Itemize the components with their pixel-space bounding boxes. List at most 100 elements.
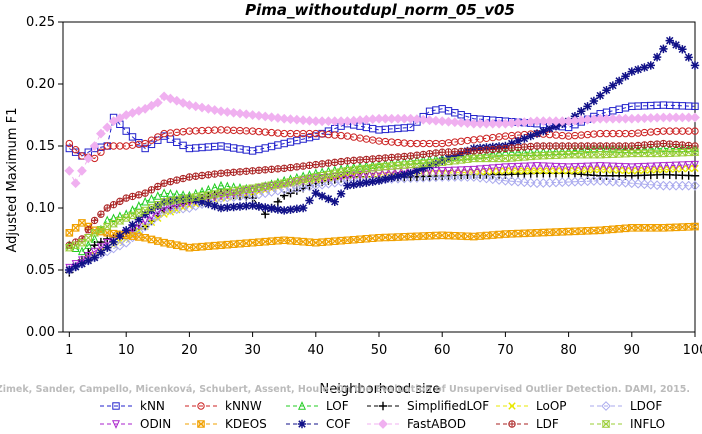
data-point — [267, 142, 276, 151]
x-tick-label: 90 — [624, 343, 641, 358]
data-point — [400, 170, 409, 179]
data-point — [468, 172, 479, 182]
data-point — [601, 176, 612, 187]
data-point — [690, 61, 700, 70]
legend-label: kNNW — [225, 399, 262, 413]
data-point — [166, 135, 175, 143]
data-point — [185, 173, 194, 181]
data-point — [374, 176, 384, 185]
data-point — [513, 136, 523, 146]
legend-item-kdeos: KDEOS — [185, 417, 267, 431]
data-point — [135, 227, 143, 235]
data-point — [501, 144, 510, 153]
data-point — [128, 205, 137, 214]
data-point — [160, 238, 168, 247]
data-point — [198, 171, 206, 180]
y-tick-label: 0.15 — [26, 139, 55, 154]
data-point — [153, 191, 162, 200]
data-point — [646, 61, 655, 70]
data-point — [298, 115, 309, 126]
data-point — [192, 172, 200, 180]
data-point — [83, 234, 93, 242]
legend-label: LDF — [536, 417, 559, 431]
data-point — [589, 96, 599, 106]
data-point — [173, 138, 181, 146]
data-point — [614, 113, 625, 124]
x-tick-label: 1 — [65, 343, 73, 358]
data-point — [152, 97, 163, 108]
data-point — [691, 142, 699, 150]
data-point — [356, 156, 364, 164]
data-point — [140, 210, 150, 219]
data-point — [514, 143, 522, 152]
data-point — [443, 172, 454, 182]
data-point — [615, 142, 623, 150]
data-point — [179, 174, 187, 183]
data-point — [147, 218, 156, 227]
data-point — [324, 194, 333, 204]
data-point — [121, 214, 131, 222]
data-point — [223, 203, 232, 212]
data-point — [533, 167, 541, 175]
data-point — [633, 178, 644, 189]
data-point — [432, 149, 440, 157]
data-point — [570, 145, 579, 155]
data-point — [115, 211, 124, 220]
data-point — [350, 156, 358, 165]
data-point — [223, 190, 232, 200]
legend-item-ldof: LDOF — [590, 399, 662, 413]
data-point — [279, 113, 290, 124]
data-point — [544, 116, 555, 127]
data-point — [128, 192, 137, 201]
data-point — [223, 169, 232, 177]
data-point — [507, 163, 516, 172]
data-point — [633, 65, 643, 74]
data-point — [90, 247, 99, 257]
data-point — [216, 106, 226, 117]
data-point — [671, 40, 681, 50]
series-ldf — [65, 139, 699, 249]
data-point — [602, 162, 611, 171]
data-point — [203, 103, 214, 114]
data-point — [652, 52, 662, 62]
data-point — [684, 161, 693, 170]
data-point — [437, 116, 448, 127]
data-point — [438, 167, 447, 176]
data-point — [204, 171, 213, 179]
data-point — [659, 143, 668, 153]
data-point — [141, 139, 149, 148]
data-point — [405, 113, 416, 124]
data-point — [147, 205, 156, 215]
data-point — [343, 172, 352, 181]
legend-item-simplifiedlof: SimplifiedLOF — [367, 399, 489, 413]
data-point — [381, 175, 390, 184]
data-point — [495, 163, 504, 173]
series-line — [69, 164, 696, 268]
legend-item-loop: LoOP — [496, 399, 567, 413]
data-point — [154, 133, 162, 141]
data-point — [235, 183, 244, 192]
data-point — [691, 127, 699, 135]
data-point — [102, 222, 112, 231]
data-point — [393, 113, 403, 124]
legend-item-odin: ODIN — [100, 417, 171, 431]
data-point — [614, 177, 625, 188]
series-line — [69, 176, 695, 271]
data-point — [538, 116, 549, 127]
data-point — [583, 102, 592, 111]
data-point — [495, 148, 504, 157]
data-point — [526, 147, 535, 156]
data-point — [646, 144, 655, 153]
data-point — [690, 180, 700, 191]
data-point — [539, 162, 548, 171]
legend-label: LOF — [326, 399, 349, 413]
data-point — [539, 142, 548, 150]
data-point — [672, 143, 681, 153]
data-point — [109, 237, 118, 247]
data-point — [166, 178, 175, 186]
data-point — [147, 194, 156, 203]
data-point — [336, 116, 346, 127]
data-point — [89, 141, 100, 151]
data-point — [122, 127, 130, 135]
data-point — [462, 172, 473, 182]
